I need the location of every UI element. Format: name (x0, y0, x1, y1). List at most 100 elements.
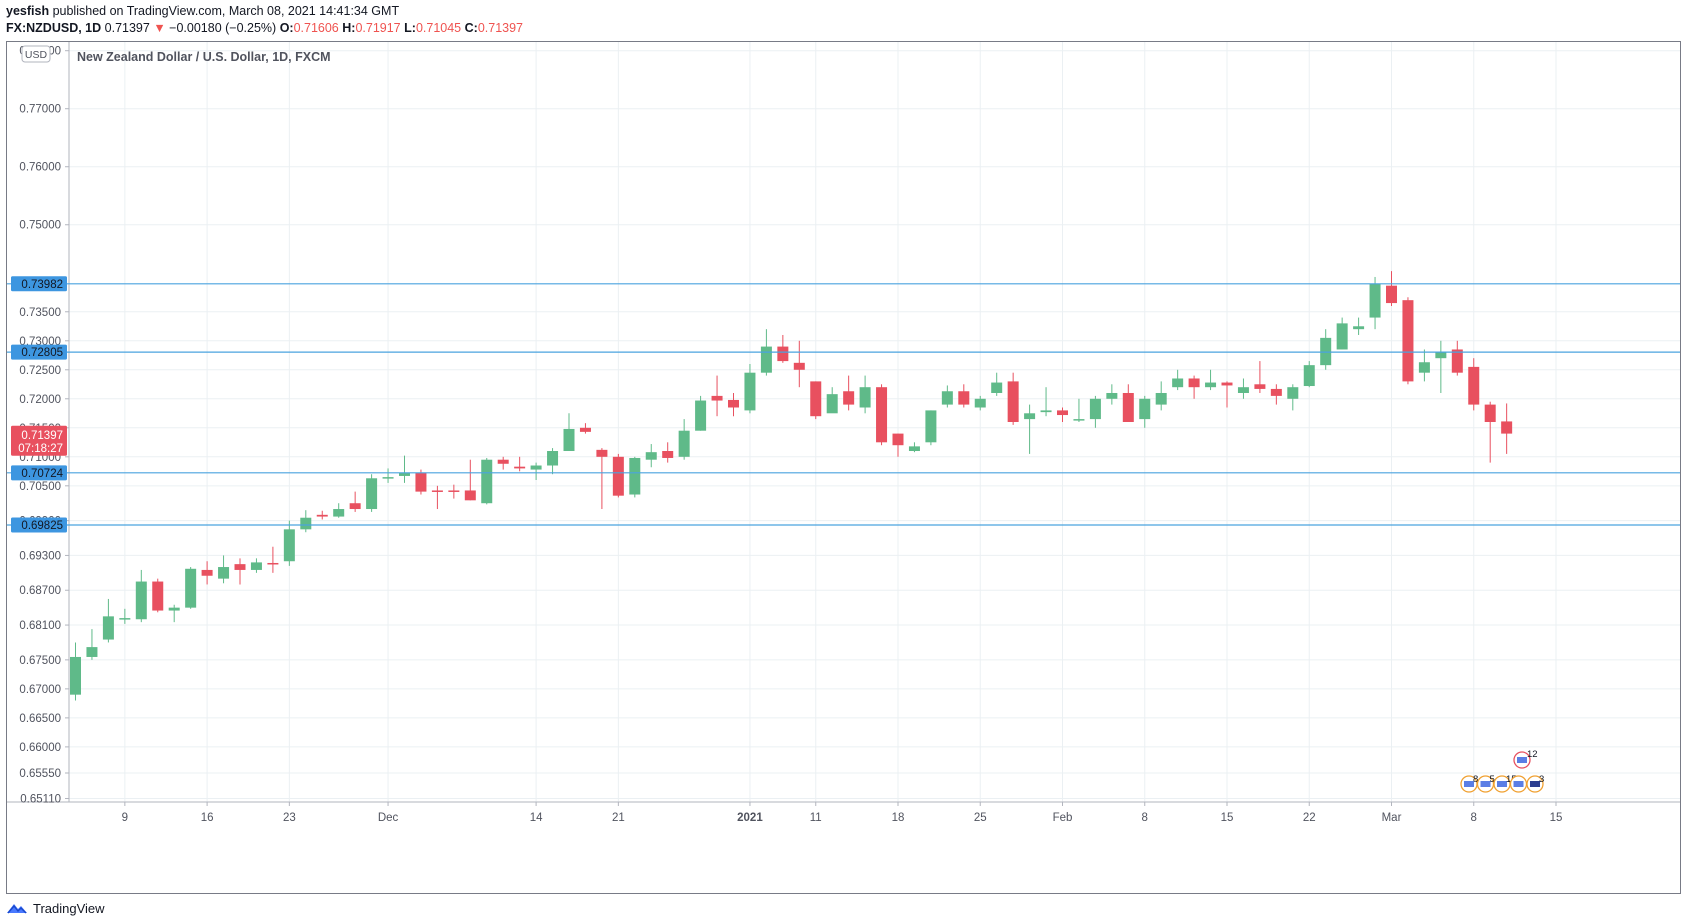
candle-body (366, 478, 378, 510)
candle-body (925, 410, 937, 443)
candle-body (760, 346, 772, 373)
candle-up (185, 567, 197, 609)
price-tick-label: 0.66500 (19, 713, 61, 725)
countdown-label: 07:18:27 (18, 443, 63, 455)
candle-down (958, 384, 970, 408)
candle-body (316, 514, 328, 517)
candle-up (1418, 349, 1430, 382)
candle-down (415, 469, 427, 495)
candle-down (579, 423, 591, 434)
candle-body (793, 362, 805, 370)
candle-body (1484, 404, 1496, 422)
candle-body (826, 394, 838, 414)
candle-body (1468, 366, 1480, 405)
candle-up (1303, 361, 1315, 388)
horizontal-lines[interactable] (7, 283, 1680, 526)
horizontal-line-price: 0.73982 (21, 279, 63, 291)
candle-body (1106, 392, 1118, 399)
price-tick-label: 0.75000 (19, 220, 61, 232)
candle-body (267, 562, 279, 565)
open-label: O: (279, 21, 294, 35)
time-tick-label: 15 (1550, 812, 1563, 824)
candle-body (991, 382, 1003, 393)
candle-up (333, 503, 345, 518)
candle-body (645, 452, 657, 460)
candle-body (1254, 384, 1266, 389)
symbol-legend: FX:NZDUSD, 1D 0.71397 ▼ −0.00180 (−0.25%… (6, 21, 523, 35)
price-tick-label: 0.70500 (19, 481, 61, 493)
price-tags: 0.73982 0.72805 0.70724 0.69825 0.7139707:18… (11, 276, 67, 533)
candle-body (547, 451, 559, 466)
event-flag-icon-fill (1530, 781, 1540, 787)
time-axis[interactable]: 9 16 23 Dec 14 21 2021 11 18 25 Feb 8 15 22 Mar 8 15 (122, 802, 1563, 824)
candle-body (1024, 413, 1036, 420)
candle-up (1435, 340, 1447, 393)
candle-up (86, 629, 98, 660)
candle-body (1402, 300, 1414, 382)
time-tick-label: 14 (530, 812, 543, 824)
price-chart[interactable]: 0.780000.770000.760000.750000.735000.730… (7, 42, 1680, 893)
candle-body (958, 391, 970, 405)
candle-up (366, 474, 378, 512)
candle-down (777, 334, 789, 363)
candle-up (1287, 384, 1299, 411)
us-flag-icon-fill (1517, 757, 1527, 763)
candle-body (1353, 326, 1365, 330)
event-count: 8 (1473, 774, 1478, 785)
candle-body (859, 387, 871, 408)
candle-body (711, 395, 723, 401)
footer: TradingView (6, 898, 105, 918)
candle-down (662, 442, 674, 463)
candle-body (579, 427, 591, 432)
candle-body (1040, 410, 1052, 413)
low-value: 0.71045 (415, 21, 462, 35)
currency-badge[interactable]: USD (21, 45, 51, 63)
candle-body (1205, 382, 1217, 388)
candle-body (185, 568, 197, 608)
candle-body (234, 564, 246, 570)
horizontal-line-tag (11, 517, 67, 533)
candle-body (102, 616, 114, 640)
candle-up (645, 444, 657, 468)
candle-up (1320, 329, 1332, 370)
candle-body (1386, 285, 1397, 304)
candle-body (497, 459, 509, 464)
tradingview-brand[interactable]: TradingView (33, 900, 105, 916)
chart-frame[interactable]: 0.780000.770000.760000.750000.735000.730… (6, 41, 1681, 894)
candle-up (1073, 398, 1085, 422)
candle-body (662, 451, 674, 458)
candle-body (744, 372, 756, 411)
price-tick-label: 0.73500 (19, 307, 61, 319)
candle-body (1501, 421, 1513, 434)
event-flag-icon-fill (1513, 781, 1524, 787)
candle-body (1007, 381, 1019, 422)
symbol-name[interactable]: FX:NZDUSD, 1D (6, 21, 102, 35)
candle-down (234, 558, 246, 585)
candle-down (448, 484, 460, 499)
candle-body (1369, 283, 1381, 318)
candle-up (300, 510, 312, 533)
candle-body (629, 457, 641, 495)
candle-up (1155, 381, 1167, 411)
candle-body (908, 446, 920, 452)
tradingview-logo-icon[interactable] (6, 901, 28, 915)
author-name[interactable]: yesfish (6, 4, 50, 18)
horizontal-line-tag (11, 344, 67, 360)
candle-body (810, 381, 822, 417)
candle-down (1484, 401, 1496, 463)
economic-events[interactable]: 1285153 (1460, 749, 1544, 793)
candle-down (1007, 372, 1019, 425)
low-label: L: (404, 21, 416, 35)
time-tick-label: Mar (1382, 812, 1402, 824)
event-count: 12 (1527, 749, 1538, 760)
last-price-tag (11, 425, 67, 456)
price-axis[interactable]: 0.780000.770000.760000.750000.735000.730… (19, 46, 69, 806)
price-tick-label: 0.67000 (19, 684, 61, 696)
candle-down (876, 384, 888, 446)
candle-down (152, 578, 164, 613)
candle-body (300, 517, 312, 530)
candle-down (1057, 407, 1068, 422)
horizontal-line-price: 0.72805 (21, 347, 63, 359)
candle-body (1089, 398, 1101, 420)
last-price: 0.71397 (104, 21, 150, 35)
